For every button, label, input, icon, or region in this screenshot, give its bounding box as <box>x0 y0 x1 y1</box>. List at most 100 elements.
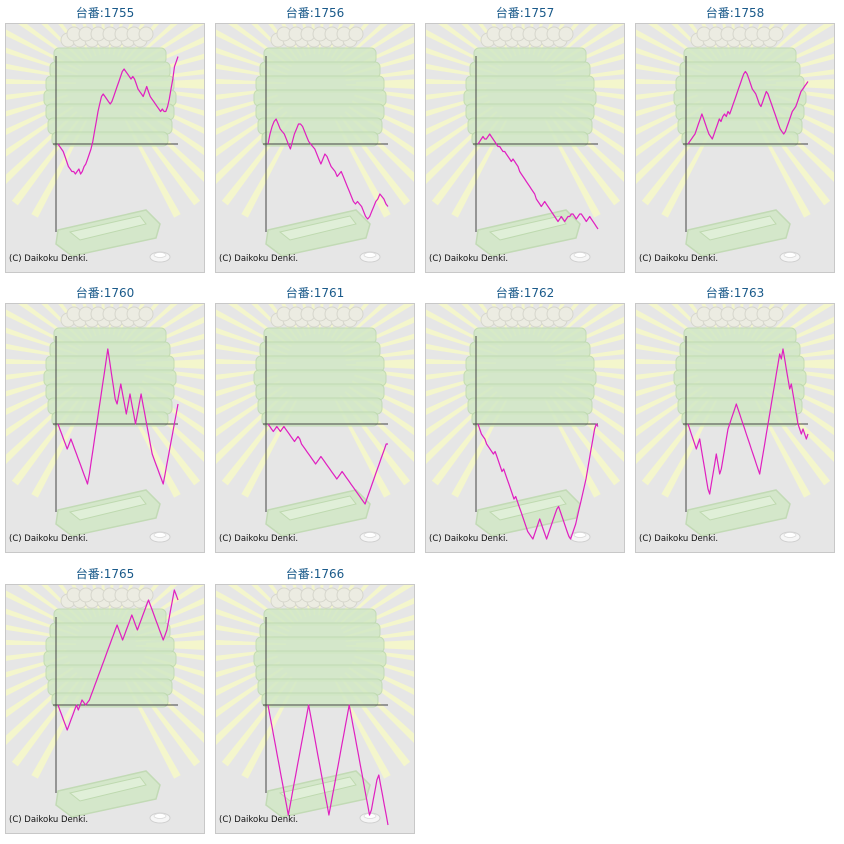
tower-layer <box>261 131 379 147</box>
background-artwork <box>216 24 414 263</box>
copyright-text: (C) Daikoku Denki. <box>219 815 299 825</box>
chart-frame: (C) Daikoku Denki. <box>5 303 205 553</box>
chart-svg <box>6 24 204 263</box>
chart-title[interactable]: 台番:1760 <box>75 286 135 300</box>
series-line <box>477 423 599 540</box>
tray-inner <box>278 215 357 241</box>
chart-panel: 台番:1760 (C) Daikoku Denki. <box>0 280 210 554</box>
chart-panel: 台番:1757 (C) Daikoku Denki. <box>420 0 630 274</box>
pile-bump <box>768 26 784 42</box>
dish-inner <box>363 252 377 258</box>
background-artwork <box>216 304 414 543</box>
pile-bump <box>138 587 154 603</box>
chart-svg <box>216 24 414 263</box>
copyright-text: (C) Daikoku Denki. <box>219 534 299 544</box>
background-artwork <box>6 304 204 543</box>
background-artwork <box>216 585 414 824</box>
chart-panel: 台番:1766 (C) Daikoku Denki. <box>210 561 420 835</box>
tray-inner <box>278 495 357 521</box>
series-line <box>57 348 179 485</box>
pile-bump <box>348 587 364 603</box>
tower-layer <box>261 411 379 427</box>
background-artwork <box>6 585 204 824</box>
dish-inner <box>153 813 167 819</box>
copyright-text: (C) Daikoku Denki. <box>219 254 299 264</box>
chart-svg <box>426 24 624 263</box>
chart-frame: (C) Daikoku Denki. <box>215 303 415 553</box>
chart-title[interactable]: 台番:1755 <box>75 6 135 20</box>
tray-inner <box>68 776 147 802</box>
chart-svg <box>426 304 624 543</box>
chart-frame: (C) Daikoku Denki. <box>215 23 415 273</box>
chart-title[interactable]: 台番:1763 <box>705 286 765 300</box>
dish-inner <box>783 252 797 258</box>
chart-svg <box>216 585 414 826</box>
copyright-text: (C) Daikoku Denki. <box>429 534 509 544</box>
dish-inner <box>573 532 587 538</box>
copyright-text: (C) Daikoku Denki. <box>9 254 89 264</box>
copyright-text: (C) Daikoku Denki. <box>639 254 719 264</box>
chart-svg <box>636 24 834 263</box>
chart-panel: 台番:1755 (C) Daikoku Denki. <box>0 0 210 274</box>
tray-inner <box>68 215 147 241</box>
series-line <box>267 118 389 220</box>
chart-svg <box>6 304 204 543</box>
chart-panel: 台番:1763 (C) Daikoku Denki. <box>630 280 840 554</box>
chart-panel: 台番:1762 (C) Daikoku Denki. <box>420 280 630 554</box>
tray-inner <box>278 776 357 802</box>
tower-layer <box>51 411 169 427</box>
chart-title[interactable]: 台番:1758 <box>705 6 765 20</box>
tower-layer <box>471 131 589 147</box>
chart-svg <box>216 304 414 543</box>
tower-layer <box>261 692 379 708</box>
copyright-text: (C) Daikoku Denki. <box>429 254 509 264</box>
chart-title[interactable]: 台番:1762 <box>495 286 555 300</box>
dish-inner <box>783 532 797 538</box>
dish-inner <box>153 252 167 258</box>
background-artwork <box>426 24 624 263</box>
pile-bump <box>348 306 364 322</box>
chart-title[interactable]: 台番:1761 <box>285 286 345 300</box>
chart-frame: (C) Daikoku Denki. <box>425 23 625 273</box>
tray-inner <box>488 215 567 241</box>
background-artwork <box>636 304 834 543</box>
tower-layer <box>471 411 589 427</box>
chart-panel: 台番:1756 (C) Daikoku Denki. <box>210 0 420 274</box>
pile-bump <box>138 26 154 42</box>
copyright-text: (C) Daikoku Denki. <box>9 534 89 544</box>
chart-title[interactable]: 台番:1757 <box>495 6 555 20</box>
tray-inner <box>698 495 777 521</box>
chart-panel: 台番:1761 (C) Daikoku Denki. <box>210 280 420 554</box>
tray-inner <box>68 495 147 521</box>
series-line <box>267 423 388 505</box>
series-line <box>267 704 389 826</box>
tray-inner <box>488 495 567 521</box>
background-artwork <box>636 24 834 263</box>
chart-frame: (C) Daikoku Denki. <box>5 23 205 273</box>
chart-frame: (C) Daikoku Denki. <box>5 584 205 834</box>
pile-bump <box>558 306 574 322</box>
series-line <box>687 70 809 145</box>
dish-inner <box>153 532 167 538</box>
chart-title[interactable]: 台番:1756 <box>285 6 345 20</box>
chart-title[interactable]: 台番:1765 <box>75 567 135 581</box>
series-line <box>57 589 179 731</box>
background-artwork <box>6 24 204 263</box>
pile-bump <box>348 26 364 42</box>
tower-layer <box>681 131 799 147</box>
pile-bump <box>138 306 154 322</box>
tray-inner <box>698 215 777 241</box>
chart-frame: (C) Daikoku Denki. <box>425 303 625 553</box>
dish-inner <box>573 252 587 258</box>
background-artwork <box>426 304 624 543</box>
series-line <box>477 133 599 230</box>
pile-bump <box>768 306 784 322</box>
chart-title[interactable]: 台番:1766 <box>285 567 345 581</box>
chart-frame: (C) Daikoku Denki. <box>215 584 415 834</box>
copyright-text: (C) Daikoku Denki. <box>639 534 719 544</box>
chart-svg <box>6 585 204 824</box>
chart-frame: (C) Daikoku Denki. <box>635 23 835 273</box>
dish-inner <box>363 532 377 538</box>
tower-layer <box>51 131 169 147</box>
